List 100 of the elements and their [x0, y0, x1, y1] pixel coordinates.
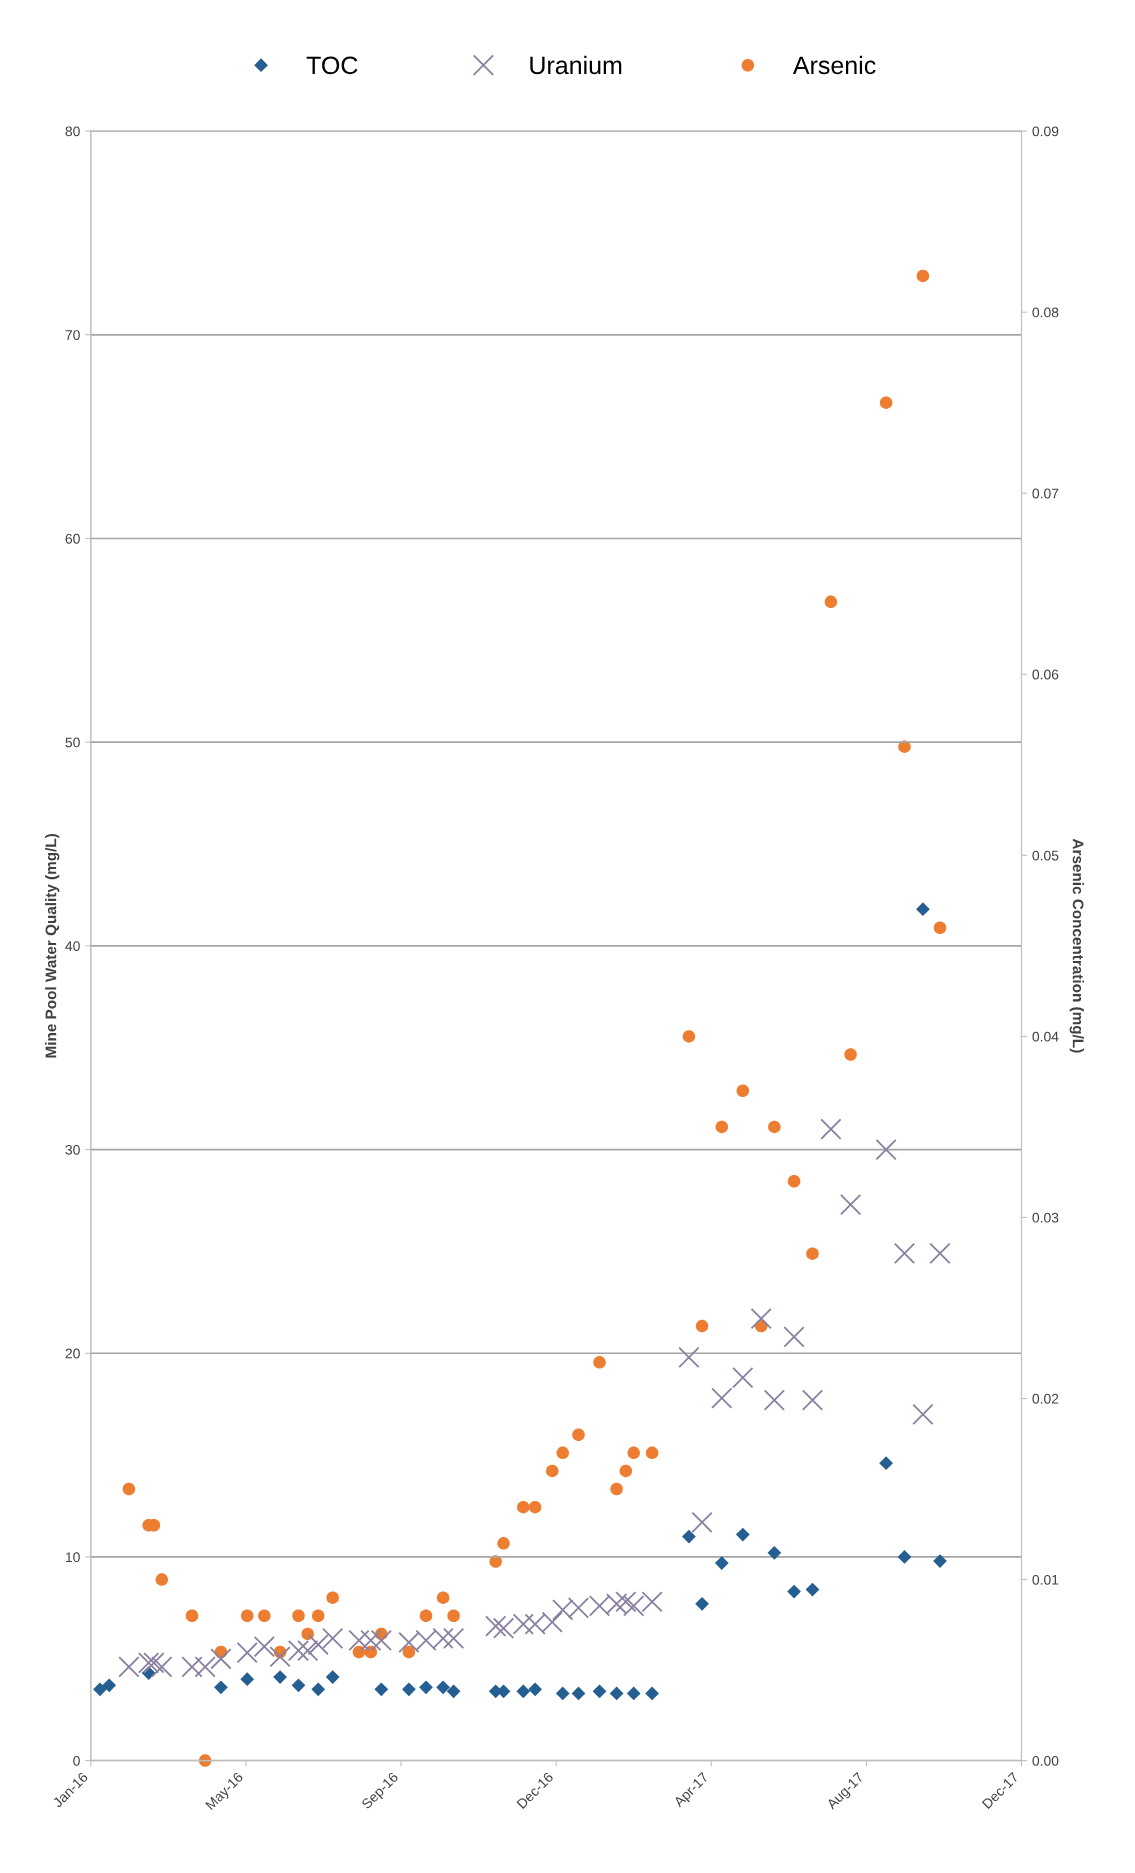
point — [419, 1680, 433, 1695]
point — [307, 1633, 329, 1656]
point — [253, 1635, 275, 1658]
y2-tick-label: 0.04 — [1032, 1031, 1059, 1042]
point — [273, 1670, 287, 1684]
point — [556, 1446, 569, 1460]
y-tick-label: 10 — [66, 1552, 80, 1563]
point — [292, 1609, 305, 1623]
point — [610, 1482, 623, 1496]
y2-tick-label: 0.01 — [1032, 1574, 1059, 1585]
point — [801, 1389, 824, 1411]
point — [732, 1367, 754, 1389]
point — [352, 1645, 366, 1659]
point — [736, 1084, 750, 1097]
point — [844, 1048, 857, 1061]
point — [715, 1120, 729, 1134]
point — [311, 1609, 325, 1623]
point — [287, 1639, 310, 1662]
y2-tick-label: 0.00 — [1032, 1755, 1059, 1766]
point — [240, 1609, 254, 1623]
point — [240, 1672, 255, 1687]
point — [787, 1584, 801, 1599]
point — [301, 1627, 314, 1641]
point — [750, 1307, 772, 1330]
point — [645, 1446, 659, 1460]
point — [824, 595, 838, 609]
point — [691, 1511, 713, 1533]
point — [497, 1537, 510, 1550]
point — [682, 1529, 696, 1544]
point — [933, 921, 947, 935]
point — [102, 1678, 117, 1693]
y2-tick-label: 0.08 — [1032, 307, 1059, 318]
point — [151, 1656, 173, 1678]
y2-tick-label: 0.05 — [1032, 850, 1059, 861]
point — [820, 1118, 842, 1140]
point — [419, 1609, 433, 1623]
point — [194, 1656, 216, 1678]
point — [528, 1682, 542, 1697]
point — [311, 1682, 326, 1697]
y2-tick-label: 0.06 — [1032, 669, 1059, 680]
point — [138, 1652, 160, 1674]
point — [436, 1591, 450, 1604]
y-tick-label: 20 — [65, 1348, 80, 1359]
point — [325, 1670, 340, 1684]
point — [143, 1652, 165, 1674]
point — [592, 1684, 607, 1699]
point — [447, 1609, 460, 1623]
point — [615, 1591, 637, 1613]
point — [839, 1193, 862, 1216]
point — [545, 1464, 559, 1478]
point — [767, 1545, 782, 1560]
point — [517, 1500, 530, 1514]
point — [185, 1609, 199, 1623]
point — [619, 1464, 633, 1478]
point — [572, 1428, 585, 1441]
point — [678, 1346, 700, 1368]
point — [297, 1639, 319, 1662]
point — [695, 1596, 709, 1611]
point — [552, 1599, 574, 1621]
point — [155, 1573, 169, 1586]
point — [787, 1174, 801, 1188]
legend-label: Uranium — [530, 55, 622, 75]
y-tick-label: 30 — [65, 1144, 80, 1155]
legend-label: Arsenic — [792, 55, 876, 75]
point — [291, 1678, 306, 1693]
point — [711, 1387, 733, 1409]
point — [893, 1242, 916, 1265]
point — [806, 1247, 819, 1260]
point — [118, 1656, 140, 1678]
point — [897, 1550, 912, 1564]
y2-tick-label: 0.02 — [1032, 1393, 1059, 1404]
point — [214, 1680, 228, 1695]
point — [402, 1645, 416, 1659]
point — [609, 1686, 624, 1701]
point — [436, 1680, 450, 1695]
point — [512, 1613, 534, 1635]
point — [735, 1527, 750, 1542]
point — [929, 1242, 951, 1265]
point — [446, 1684, 461, 1699]
point — [269, 1646, 291, 1668]
point — [695, 1319, 709, 1333]
y2-tick-label: 0.03 — [1032, 1212, 1059, 1223]
legend-label: TOC — [306, 56, 358, 75]
point — [916, 269, 930, 283]
point — [122, 1482, 136, 1496]
point — [442, 1627, 465, 1650]
point — [645, 1686, 659, 1701]
point — [485, 1615, 507, 1637]
point — [916, 902, 930, 917]
y2-tick-label: 0.09 — [1032, 126, 1059, 137]
point — [626, 1686, 641, 1701]
point — [783, 1326, 805, 1348]
point — [627, 1446, 640, 1460]
point — [641, 1591, 663, 1613]
point — [374, 1682, 389, 1697]
point — [555, 1686, 570, 1701]
point — [879, 396, 893, 409]
point — [682, 1030, 696, 1043]
point — [210, 1648, 232, 1670]
y-tick-label: 50 — [65, 737, 80, 748]
